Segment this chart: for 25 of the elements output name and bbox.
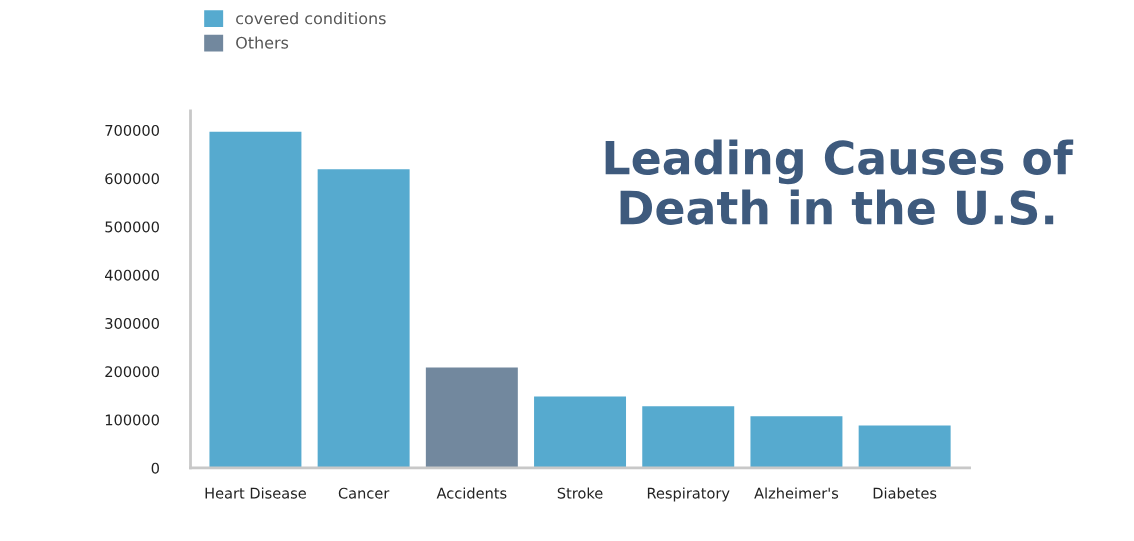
bar [858,425,951,468]
y-tick-label: 200000 [105,366,159,378]
bar [209,131,302,468]
bar [425,367,518,468]
x-tick-label: Alzheimer's [754,487,839,499]
y-tick-label: 100000 [105,414,159,426]
x-tick-label: Heart Disease [205,487,306,499]
x-tick-label: Cancer [338,487,390,499]
legend-label: Others [236,36,289,49]
bar [317,169,410,468]
bar [642,406,735,468]
y-tick-label: 600000 [105,173,159,185]
bar [750,416,843,468]
x-tick-label: Diabetes [873,487,937,499]
x-tick-label: Respiratory [647,487,730,502]
y-tick-label: 400000 [105,269,159,281]
x-tick-label: Accidents [436,487,507,499]
bar [534,396,627,468]
x-tick-label: Stroke [557,487,603,499]
y-tick-label: 700000 [105,124,159,136]
y-tick-label: 500000 [105,221,159,233]
text: Leading Causes of Death in the U.S. [605,139,1074,225]
legend-label: covered conditions [236,11,386,25]
y-tick-label: 0 [151,462,159,474]
y-tick-label: 300000 [105,317,159,329]
